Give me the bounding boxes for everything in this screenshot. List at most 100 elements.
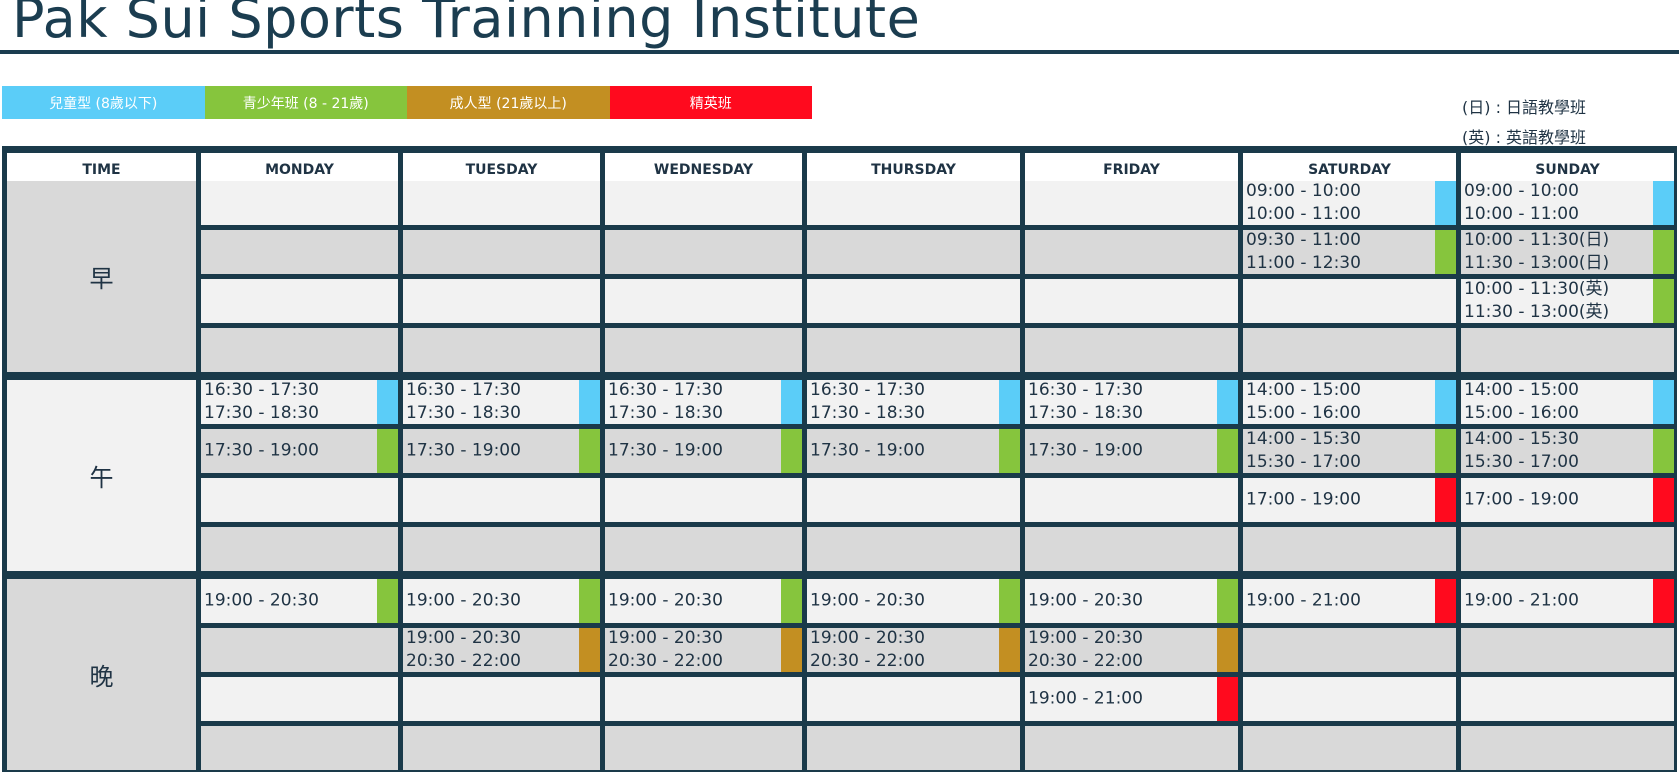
empty-slot (201, 527, 398, 571)
class-color-swatch (781, 628, 802, 672)
class-color-swatch (1435, 429, 1456, 473)
empty-slot (807, 677, 1020, 721)
class-slot: 14:00 - 15:00 15:00 - 16:00 (1243, 380, 1456, 424)
time-range: 16:30 - 17:30 (1028, 380, 1143, 400)
class-color-swatch (999, 579, 1020, 623)
class-legend: 兒童型 (8歲以下) 青少年班 (8 - 21歲) 成人型 (21歲以上) 精英… (2, 86, 812, 119)
time-range: 19:00 - 20:30 (406, 590, 521, 611)
time-range: 20:30 - 22:00 (406, 651, 521, 671)
class-color-swatch (1653, 478, 1674, 522)
empty-slot (1025, 527, 1238, 571)
time-range: 19:00 - 20:30 (810, 590, 925, 611)
class-color-swatch (1435, 181, 1456, 225)
empty-slot (605, 677, 802, 721)
header-friday: FRIDAY (1025, 153, 1238, 186)
class-slot: 09:00 - 10:00 10:00 - 11:00 (1461, 181, 1674, 225)
empty-slot (605, 527, 802, 571)
class-slot: 19:00 - 20:30 20:30 - 22:00 (403, 628, 600, 672)
class-times: 19:00 - 20:30 20:30 - 22:00 (810, 627, 925, 673)
empty-slot (201, 677, 398, 721)
class-times: 14:00 - 15:00 15:00 - 16:00 (1464, 379, 1579, 425)
empty-slot (1025, 328, 1238, 372)
time-range: 17:30 - 18:30 (406, 403, 521, 423)
class-slot: 09:00 - 10:00 10:00 - 11:00 (1243, 181, 1456, 225)
empty-slot (807, 478, 1020, 522)
note-english: (英) : 英語教學班 (1462, 128, 1587, 147)
class-times: 19:00 - 20:30 (406, 590, 521, 613)
class-times: 16:30 - 17:30 17:30 - 18:30 (204, 379, 319, 425)
legend-elite: 精英班 (609, 86, 812, 119)
time-range: 17:30 - 19:00 (406, 440, 521, 461)
class-slot: 16:30 - 17:30 17:30 - 18:30 (201, 380, 398, 424)
time-range: 15:00 - 16:00 (1464, 403, 1579, 423)
time-range: 20:30 - 22:00 (1028, 651, 1143, 671)
class-times: 17:30 - 19:00 (204, 440, 319, 463)
time-range: 17:30 - 19:00 (608, 440, 723, 461)
class-color-swatch (1653, 579, 1674, 623)
empty-slot (1243, 726, 1456, 770)
timetable: TIME MONDAY TUESDAY WEDNESDAY THURSDAY FRIDAY… (2, 146, 1677, 772)
class-times: 19:00 - 21:00 (1246, 590, 1361, 613)
time-range: 19:00 - 20:30 (406, 628, 521, 648)
class-slot: 19:00 - 20:30 (201, 579, 398, 623)
period-afternoon: 午 (7, 380, 196, 571)
time-range: 19:00 - 21:00 (1464, 590, 1579, 611)
class-color-swatch (1217, 628, 1238, 672)
class-slot: 19:00 - 20:30 (403, 579, 600, 623)
class-color-swatch (1435, 230, 1456, 274)
time-range: 19:00 - 21:00 (1028, 688, 1143, 709)
time-range: 10:00 - 11:00 (1246, 204, 1361, 224)
time-range: 09:30 - 11:00 (1246, 230, 1361, 250)
class-times: 17:30 - 19:00 (1028, 440, 1143, 463)
empty-slot (201, 181, 398, 225)
header-wednesday: WEDNESDAY (605, 153, 802, 186)
class-times: 14:00 - 15:30 15:30 - 17:00 (1464, 428, 1579, 474)
empty-slot (807, 181, 1020, 225)
time-range: 14:00 - 15:30 (1246, 429, 1361, 449)
time-range: 17:30 - 19:00 (1028, 440, 1143, 461)
class-color-swatch (1653, 279, 1674, 323)
time-range: 10:00 - 11:00 (1464, 204, 1579, 224)
time-range: 19:00 - 20:30 (204, 590, 319, 611)
class-color-swatch (1435, 478, 1456, 522)
empty-slot (201, 726, 398, 770)
period-morning: 早 (7, 181, 196, 372)
empty-slot (403, 181, 600, 225)
time-range: 14:00 - 15:00 (1246, 380, 1361, 400)
empty-slot (807, 328, 1020, 372)
class-color-swatch (1435, 579, 1456, 623)
legend-youth: 青少年班 (8 - 21歲) (204, 86, 407, 119)
class-color-swatch (1217, 380, 1238, 424)
header-tuesday: TUESDAY (403, 153, 600, 186)
class-color-swatch (377, 380, 398, 424)
class-color-swatch (579, 579, 600, 623)
empty-slot (1025, 181, 1238, 225)
class-times: 19:00 - 20:30 (1028, 590, 1143, 613)
empty-slot (1461, 726, 1674, 770)
class-slot: 19:00 - 20:30 (1025, 579, 1238, 623)
class-times: 14:00 - 15:30 15:30 - 17:00 (1246, 428, 1361, 474)
time-range: 19:00 - 20:30 (608, 590, 723, 611)
time-range: 17:30 - 18:30 (1028, 403, 1143, 423)
class-slot: 19:00 - 21:00 (1461, 579, 1674, 623)
class-slot: 14:00 - 15:00 15:00 - 16:00 (1461, 380, 1674, 424)
class-slot: 19:00 - 20:30 (605, 579, 802, 623)
class-times: 16:30 - 17:30 17:30 - 18:30 (608, 379, 723, 425)
title-underline (0, 50, 1679, 54)
time-range: 09:00 - 10:00 (1464, 181, 1579, 201)
time-range: 11:30 - 13:00(日) (1464, 253, 1610, 273)
class-color-swatch (1653, 380, 1674, 424)
time-range: 19:00 - 20:30 (608, 628, 723, 648)
time-range: 19:00 - 20:30 (1028, 590, 1143, 611)
class-slot: 19:00 - 21:00 (1243, 579, 1456, 623)
time-range: 17:30 - 18:30 (204, 403, 319, 423)
empty-slot (1025, 478, 1238, 522)
empty-slot (1025, 279, 1238, 323)
class-color-swatch (1435, 380, 1456, 424)
class-color-swatch (781, 429, 802, 473)
class-color-swatch (377, 579, 398, 623)
empty-slot (807, 279, 1020, 323)
class-color-swatch (1217, 579, 1238, 623)
class-color-swatch (1653, 230, 1674, 274)
class-slot: 17:30 - 19:00 (605, 429, 802, 473)
